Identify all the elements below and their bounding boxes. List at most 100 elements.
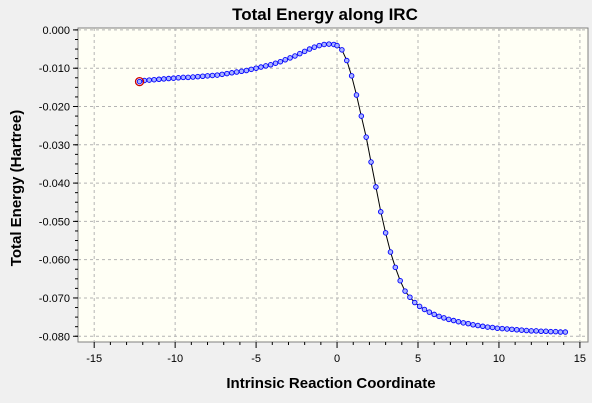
data-point [387, 249, 394, 255]
data-point [348, 73, 355, 79]
data-point [470, 322, 476, 328]
data-point [460, 320, 467, 326]
data-point [321, 41, 327, 48]
data-point [421, 306, 428, 313]
data-point [382, 230, 389, 236]
data-point [248, 66, 254, 73]
data-point [224, 70, 230, 77]
data-point [455, 318, 462, 325]
data-point [287, 55, 293, 61]
data-point [363, 134, 369, 140]
data-point [552, 328, 559, 335]
data-point [480, 323, 486, 330]
data-point [504, 326, 510, 332]
data-point [204, 73, 211, 79]
data-point [282, 57, 288, 63]
x-tick-label: -5 [251, 353, 261, 365]
data-point [548, 328, 554, 335]
data-point [233, 69, 240, 75]
gridlines [78, 28, 588, 342]
data-point [334, 42, 340, 49]
data-point [538, 328, 544, 335]
data-point [229, 70, 235, 76]
data-point [175, 75, 182, 81]
data-point [146, 77, 152, 83]
data-point [441, 315, 447, 321]
data-point [243, 67, 250, 74]
plot-area [77, 27, 589, 343]
data-point [263, 63, 269, 69]
data-point [151, 76, 157, 83]
data-point [180, 74, 186, 81]
data-point [528, 328, 535, 334]
data-point [339, 47, 345, 53]
data-point [190, 74, 196, 80]
data-point [214, 72, 220, 78]
data-point [436, 313, 442, 320]
x-axis: -15 -10 -5 0 5 10 15 [86, 342, 586, 365]
data-point [358, 113, 365, 119]
data-point [277, 58, 284, 65]
data-point [195, 73, 201, 80]
data-point [161, 76, 167, 82]
data-point [523, 327, 530, 334]
data-point [353, 92, 360, 98]
data-point [446, 316, 452, 323]
data-point [311, 44, 318, 50]
data-point [136, 78, 143, 85]
data-point [306, 46, 313, 52]
data-point [407, 294, 413, 300]
x-tick-label: 0 [334, 353, 340, 365]
data-point [199, 73, 206, 79]
data-point [219, 71, 225, 78]
y-tick-label: -0.070 [39, 293, 70, 305]
data-point [533, 328, 539, 334]
data-point [514, 326, 520, 333]
data-point [484, 324, 491, 330]
data-point [465, 320, 471, 327]
data-point [253, 65, 259, 71]
y-tick-label: 0.000 [42, 25, 70, 37]
data-point [170, 75, 177, 81]
data-point [475, 322, 481, 329]
data-point [272, 60, 279, 66]
x-tick-label: -10 [167, 353, 183, 365]
data-point [156, 76, 162, 83]
data-point [297, 50, 303, 57]
y-axis-title: Total Energy (Hartree) [8, 110, 25, 266]
data-point [494, 325, 501, 331]
data-point [185, 74, 191, 81]
data-point [258, 64, 264, 70]
data-point [557, 329, 564, 335]
x-axis-title: Intrinsic Reaction Coordinate [226, 375, 435, 392]
data-point [292, 53, 298, 59]
y-tick-label: -0.060 [39, 255, 70, 267]
data-point [509, 326, 515, 333]
data-point [165, 75, 172, 82]
data-point [518, 327, 525, 333]
data-point [397, 277, 403, 284]
data-point [238, 68, 245, 75]
x-tick-label: 10 [493, 353, 505, 365]
data-point [562, 329, 569, 335]
data-point [489, 324, 496, 331]
data-point [368, 159, 374, 165]
data-point [316, 42, 322, 49]
data-point [416, 303, 423, 310]
y-tick-label: -0.040 [39, 178, 70, 190]
y-tick-label: -0.050 [39, 216, 70, 228]
data-point [543, 328, 549, 335]
data-point [402, 288, 408, 294]
y-tick-label: -0.020 [39, 102, 70, 114]
data-point [392, 264, 399, 271]
data-point [326, 41, 332, 47]
data-point [344, 57, 350, 64]
data-point [412, 299, 418, 306]
data-point [450, 317, 457, 324]
y-axis: 0.000 -0.010 -0.020 -0.030 -0.040 -0.050 -0.06… [39, 25, 78, 343]
data-point [378, 209, 384, 215]
highlighted-point [134, 76, 145, 87]
x-tick-label: -15 [86, 353, 102, 365]
series-points [134, 41, 569, 335]
